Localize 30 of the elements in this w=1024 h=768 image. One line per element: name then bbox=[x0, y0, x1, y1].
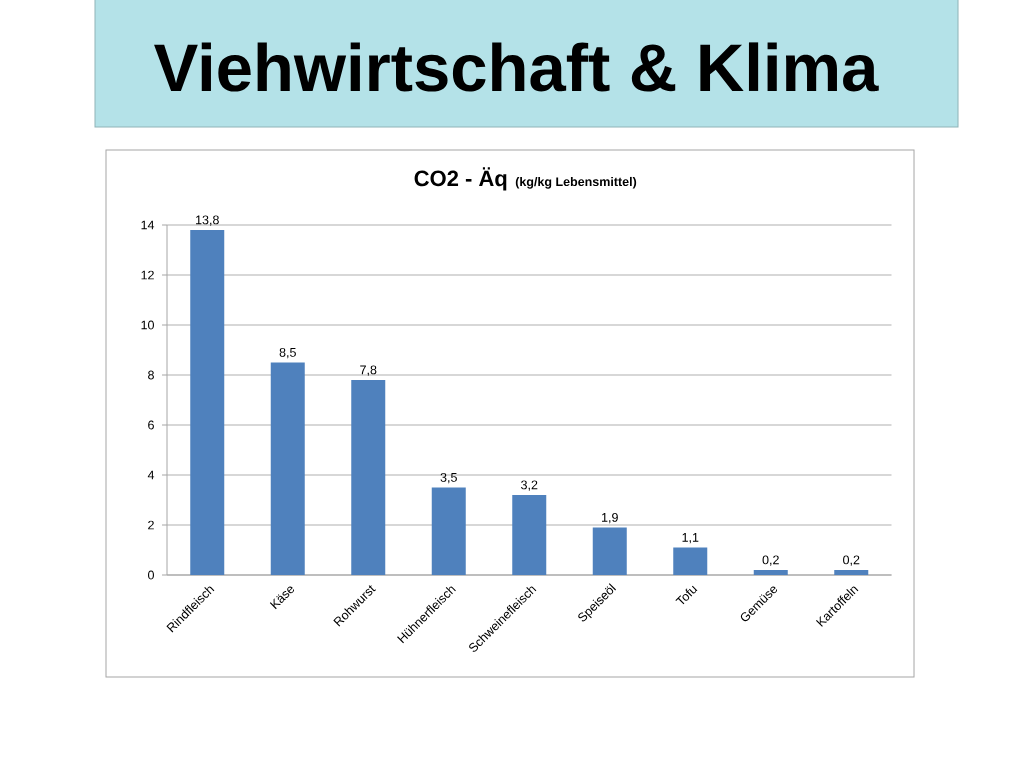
text: (kg/kg Lebensmittel) bbox=[515, 176, 637, 189]
bar bbox=[351, 379, 386, 575]
bar bbox=[512, 495, 547, 575]
data-label: 0,2 bbox=[843, 555, 860, 566]
bar bbox=[431, 487, 466, 575]
y-tick-label: 10 bbox=[141, 320, 154, 330]
data-label: 1,1 bbox=[682, 533, 699, 544]
data-label: 1,9 bbox=[602, 512, 618, 524]
chart-subtitle: CO2 - Äq bbox=[414, 167, 507, 191]
y-tick-label: 14 bbox=[141, 220, 155, 230]
data-label: 8,5 bbox=[279, 347, 296, 359]
y-tick-label: 8 bbox=[148, 370, 154, 380]
y-tick-label: 4 bbox=[147, 470, 155, 480]
bar bbox=[270, 362, 305, 575]
data-label: 0,2 bbox=[762, 555, 779, 566]
y-tick-label: 12 bbox=[141, 270, 154, 280]
data-label: 13,8 bbox=[196, 215, 219, 226]
bar bbox=[753, 570, 788, 575]
x-tick-label: Tofu bbox=[675, 585, 698, 605]
data-label: 3,5 bbox=[440, 472, 457, 484]
bar bbox=[592, 527, 627, 575]
data-label: 3,2 bbox=[521, 480, 538, 491]
chart-title: Viehwirtschaft & Klima bbox=[154, 42, 879, 92]
bar bbox=[673, 547, 708, 575]
bar bbox=[834, 570, 869, 575]
y-tick-label: 0 bbox=[148, 570, 154, 580]
data-label: 7,8 bbox=[360, 365, 377, 376]
bar bbox=[190, 229, 225, 575]
y-tick-label: 2 bbox=[148, 520, 154, 530]
y-tick-label: 6 bbox=[148, 420, 154, 430]
